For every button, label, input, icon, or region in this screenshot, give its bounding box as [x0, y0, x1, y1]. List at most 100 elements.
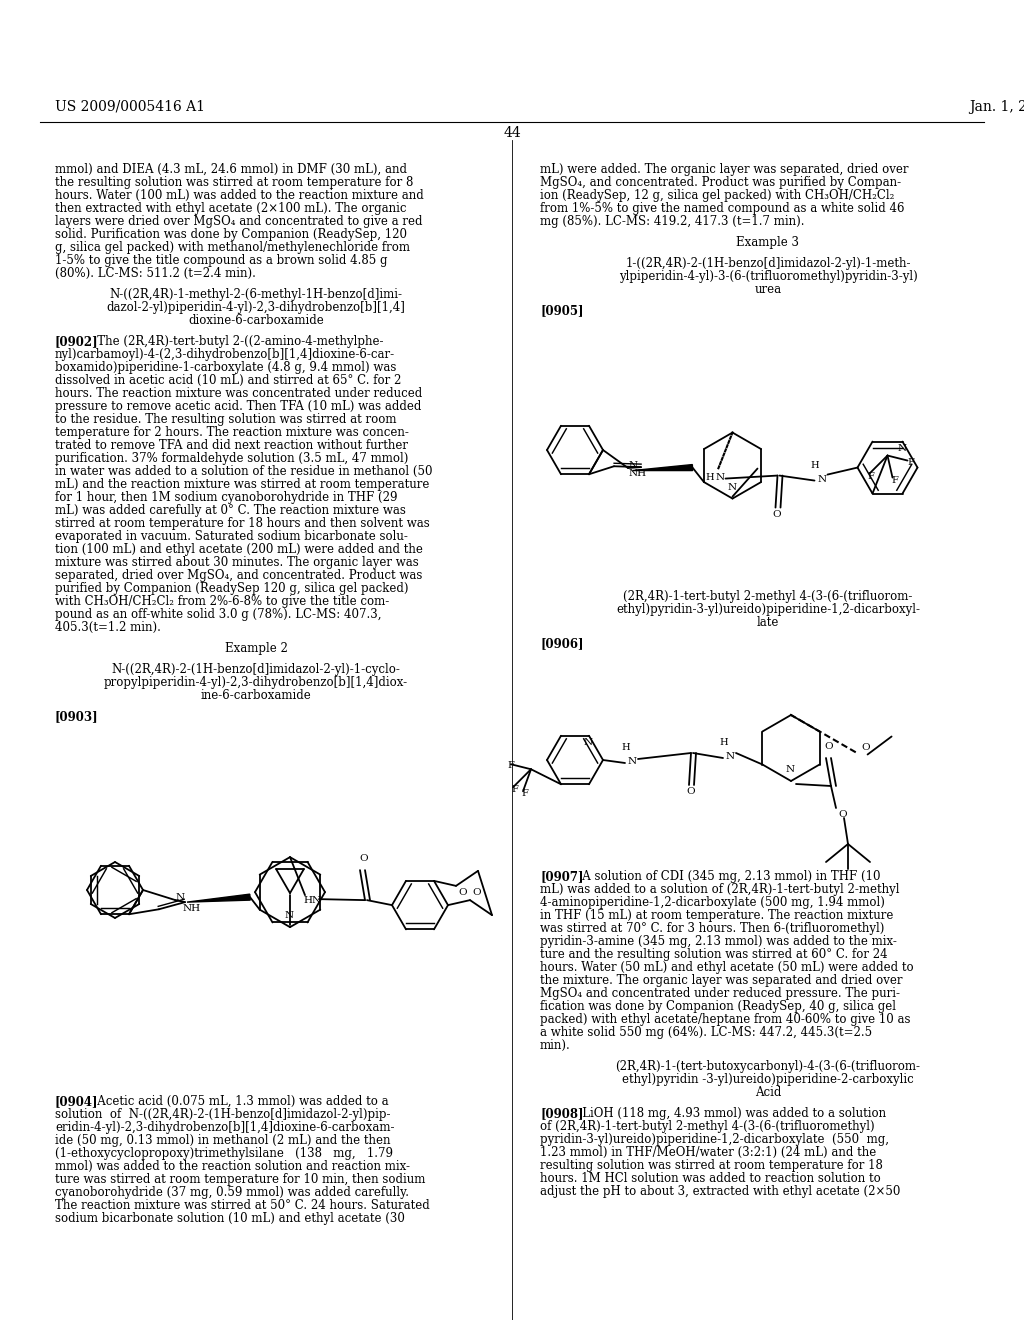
Text: A solution of CDI (345 mg, 2.13 mmol) in THF (10: A solution of CDI (345 mg, 2.13 mmol) in…: [571, 870, 881, 883]
Text: H: H: [719, 738, 728, 747]
Text: N: N: [176, 894, 185, 902]
Text: hours. 1M HCl solution was added to reaction solution to: hours. 1M HCl solution was added to reac…: [540, 1172, 881, 1185]
Text: pyridin-3-amine (345 mg, 2.13 mmol) was added to the mix-: pyridin-3-amine (345 mg, 2.13 mmol) was …: [540, 935, 897, 948]
Text: 1.23 mmol) in THF/MeOH/water (3:2:1) (24 mL) and the: 1.23 mmol) in THF/MeOH/water (3:2:1) (24…: [540, 1146, 877, 1159]
Text: then extracted with ethyl acetate (2×100 mL). The organic: then extracted with ethyl acetate (2×100…: [55, 202, 407, 215]
Text: O: O: [359, 854, 368, 863]
Text: F: F: [867, 471, 874, 480]
Text: solid. Purification was done by Companion (ReadySep, 120: solid. Purification was done by Companio…: [55, 228, 407, 242]
Text: F: F: [511, 785, 518, 795]
Polygon shape: [187, 894, 250, 902]
Text: hours. Water (50 mL) and ethyl acetate (50 mL) were added to: hours. Water (50 mL) and ethyl acetate (…: [540, 961, 913, 974]
Text: N-((2R,4R)-2-(1H-benzo[d]imidazol-2-yl)-1-cyclo-: N-((2R,4R)-2-(1H-benzo[d]imidazol-2-yl)-…: [112, 663, 400, 676]
Text: from 1%-5% to give the named compound as a white solid 46: from 1%-5% to give the named compound as…: [540, 202, 904, 215]
Text: dazol-2-yl)piperidin-4-yl)-2,3-dihydrobenzo[b][1,4]: dazol-2-yl)piperidin-4-yl)-2,3-dihydrobe…: [106, 301, 406, 314]
Text: of (2R,4R)-1-tert-butyl 2-methyl 4-(3-(6-(trifluoromethyl): of (2R,4R)-1-tert-butyl 2-methyl 4-(3-(6…: [540, 1119, 874, 1133]
Text: F: F: [507, 762, 514, 771]
Text: mL) and the reaction mixture was stirred at room temperature: mL) and the reaction mixture was stirred…: [55, 478, 429, 491]
Text: mL) was added to a solution of (2R,4R)-1-tert-butyl 2-methyl: mL) was added to a solution of (2R,4R)-1…: [540, 883, 899, 896]
Text: N-((2R,4R)-1-methyl-2-(6-methyl-1H-benzo[d]imi-: N-((2R,4R)-1-methyl-2-(6-methyl-1H-benzo…: [110, 288, 402, 301]
Text: fication was done by Companion (ReadySep, 40 g, silica gel: fication was done by Companion (ReadySep…: [540, 1001, 896, 1012]
Text: [0905]: [0905]: [540, 304, 584, 317]
Text: pressure to remove acetic acid. Then TFA (10 mL) was added: pressure to remove acetic acid. Then TFA…: [55, 400, 421, 413]
Text: 405.3(t=1.2 min).: 405.3(t=1.2 min).: [55, 620, 161, 634]
Text: separated, dried over MgSO₄, and concentrated. Product was: separated, dried over MgSO₄, and concent…: [55, 569, 422, 582]
Text: in water was added to a solution of the residue in methanol (50: in water was added to a solution of the …: [55, 465, 432, 478]
Text: layers were dried over MgSO₄ and concentrated to give a red: layers were dried over MgSO₄ and concent…: [55, 215, 423, 228]
Text: N: N: [716, 473, 725, 482]
Text: O: O: [686, 787, 694, 796]
Text: stirred at room temperature for 18 hours and then solvent was: stirred at room temperature for 18 hours…: [55, 517, 430, 531]
Text: N: N: [727, 483, 736, 491]
Text: 1-((2R,4R)-2-(1H-benzo[d]imidazol-2-yl)-1-meth-: 1-((2R,4R)-2-(1H-benzo[d]imidazol-2-yl)-…: [626, 257, 910, 271]
Text: mmol) and DIEA (4.3 mL, 24.6 mmol) in DMF (30 mL), and: mmol) and DIEA (4.3 mL, 24.6 mmol) in DM…: [55, 162, 407, 176]
Text: mmol) was added to the reaction solution and reaction mix-: mmol) was added to the reaction solution…: [55, 1160, 410, 1173]
Text: ion (ReadySep, 12 g, silica gel packed) with CH₃OH/CH₂Cl₂: ion (ReadySep, 12 g, silica gel packed) …: [540, 189, 894, 202]
Text: solution  of  N-((2R,4R)-2-(1H-benzo[d]imidazol-2-yl)pip-: solution of N-((2R,4R)-2-(1H-benzo[d]imi…: [55, 1107, 390, 1121]
Text: Acetic acid (0.075 mL, 1.3 mmol) was added to a: Acetic acid (0.075 mL, 1.3 mmol) was add…: [86, 1096, 389, 1107]
Text: mL) were added. The organic layer was separated, dried over: mL) were added. The organic layer was se…: [540, 162, 908, 176]
Text: ture and the resulting solution was stirred at 60° C. for 24: ture and the resulting solution was stir…: [540, 948, 888, 961]
Text: N: N: [817, 475, 826, 483]
Text: [0902]: [0902]: [55, 335, 98, 348]
Text: tion (100 mL) and ethyl acetate (200 mL) were added and the: tion (100 mL) and ethyl acetate (200 mL)…: [55, 543, 423, 556]
Text: to the residue. The resulting solution was stirred at room: to the residue. The resulting solution w…: [55, 413, 396, 426]
Text: N: N: [726, 752, 735, 762]
Text: Acid: Acid: [755, 1086, 781, 1100]
Text: ture was stirred at room temperature for 10 min, then sodium: ture was stirred at room temperature for…: [55, 1173, 425, 1185]
Text: N: N: [584, 738, 593, 747]
Text: N: N: [628, 756, 637, 766]
Text: pound as an off-white solid 3.0 g (78%). LC-MS: 407.3,: pound as an off-white solid 3.0 g (78%).…: [55, 609, 382, 620]
Text: urea: urea: [755, 282, 781, 296]
Text: HN: HN: [303, 896, 322, 906]
Text: [0908]: [0908]: [540, 1107, 584, 1119]
Text: ine-6-carboxamide: ine-6-carboxamide: [201, 689, 311, 702]
Text: 44: 44: [503, 125, 521, 140]
Text: the mixture. The organic layer was separated and dried over: the mixture. The organic layer was separ…: [540, 974, 902, 987]
Text: hours. The reaction mixture was concentrated under reduced: hours. The reaction mixture was concentr…: [55, 387, 422, 400]
Text: F: F: [907, 458, 914, 466]
Text: NH: NH: [183, 904, 201, 913]
Text: packed) with ethyl acetate/heptane from 40-60% to give 10 as: packed) with ethyl acetate/heptane from …: [540, 1012, 910, 1026]
Text: in THF (15 mL) at room temperature. The reaction mixture: in THF (15 mL) at room temperature. The …: [540, 909, 893, 921]
Text: late: late: [757, 616, 779, 630]
Text: F: F: [521, 789, 528, 799]
Text: g, silica gel packed) with methanol/methylenechloride from: g, silica gel packed) with methanol/meth…: [55, 242, 410, 253]
Text: H: H: [706, 473, 714, 482]
Text: O: O: [838, 810, 847, 818]
Text: Example 2: Example 2: [224, 642, 288, 655]
Text: (2R,4R)-1-tert-butyl 2-methyl 4-(3-(6-(trifluorom-: (2R,4R)-1-tert-butyl 2-methyl 4-(3-(6-(t…: [624, 590, 912, 603]
Text: cyanoborohydride (37 mg, 0.59 mmol) was added carefully.: cyanoborohydride (37 mg, 0.59 mmol) was …: [55, 1185, 409, 1199]
Text: Jan. 1, 2009: Jan. 1, 2009: [969, 100, 1024, 114]
Text: propylpiperidin-4-yl)-2,3-dihydrobenzo[b][1,4]diox-: propylpiperidin-4-yl)-2,3-dihydrobenzo[b…: [104, 676, 408, 689]
Text: [0904]: [0904]: [55, 1096, 98, 1107]
Text: (2R,4R)-1-(tert-butoxycarbonyl)-4-(3-(6-(trifluorom-: (2R,4R)-1-(tert-butoxycarbonyl)-4-(3-(6-…: [615, 1060, 921, 1073]
Text: resulting solution was stirred at room temperature for 18: resulting solution was stirred at room t…: [540, 1159, 883, 1172]
Text: O: O: [824, 742, 833, 751]
Text: ethyl)pyridin-3-yl)ureido)piperidine-1,2-dicarboxyl-: ethyl)pyridin-3-yl)ureido)piperidine-1,2…: [616, 603, 920, 616]
Text: LiOH (118 mg, 4.93 mmol) was added to a solution: LiOH (118 mg, 4.93 mmol) was added to a …: [571, 1107, 887, 1119]
Text: MgSO₄, and concentrated. Product was purified by Compan-: MgSO₄, and concentrated. Product was pur…: [540, 176, 901, 189]
Text: The (2R,4R)-tert-butyl 2-((2-amino-4-methylphe-: The (2R,4R)-tert-butyl 2-((2-amino-4-met…: [86, 335, 384, 348]
Text: MgSO₄ and concentrated under reduced pressure. The puri-: MgSO₄ and concentrated under reduced pre…: [540, 987, 900, 1001]
Text: ethyl)pyridin -3-yl)ureido)piperidine-2-carboxylic: ethyl)pyridin -3-yl)ureido)piperidine-2-…: [623, 1073, 913, 1086]
Text: The reaction mixture was stirred at 50° C. 24 hours. Saturated: The reaction mixture was stirred at 50° …: [55, 1199, 430, 1212]
Text: F: F: [892, 475, 898, 484]
Text: mixture was stirred about 30 minutes. The organic layer was: mixture was stirred about 30 minutes. Th…: [55, 556, 419, 569]
Text: N: N: [897, 444, 906, 453]
Text: NH: NH: [629, 469, 647, 478]
Text: a white solid 550 mg (64%). LC-MS: 447.2, 445.3(t=2.5: a white solid 550 mg (64%). LC-MS: 447.2…: [540, 1026, 872, 1039]
Text: the resulting solution was stirred at room temperature for 8: the resulting solution was stirred at ro…: [55, 176, 414, 189]
Text: O: O: [458, 888, 467, 896]
Text: H: H: [811, 461, 819, 470]
Text: ylpiperidin-4-yl)-3-(6-(trifluoromethyl)pyridin-3-yl): ylpiperidin-4-yl)-3-(6-(trifluoromethyl)…: [618, 271, 918, 282]
Text: O: O: [861, 742, 870, 751]
Text: Example 3: Example 3: [736, 236, 800, 249]
Text: for 1 hour, then 1M sodium cyanoborohydride in THF (29: for 1 hour, then 1M sodium cyanoborohydr…: [55, 491, 397, 504]
Text: US 2009/0005416 A1: US 2009/0005416 A1: [55, 100, 205, 114]
Text: hours. Water (100 mL) was added to the reaction mixture and: hours. Water (100 mL) was added to the r…: [55, 189, 424, 202]
Text: min).: min).: [540, 1039, 570, 1052]
Text: O: O: [472, 888, 480, 898]
Text: N: N: [629, 461, 638, 470]
Text: O: O: [772, 510, 781, 519]
